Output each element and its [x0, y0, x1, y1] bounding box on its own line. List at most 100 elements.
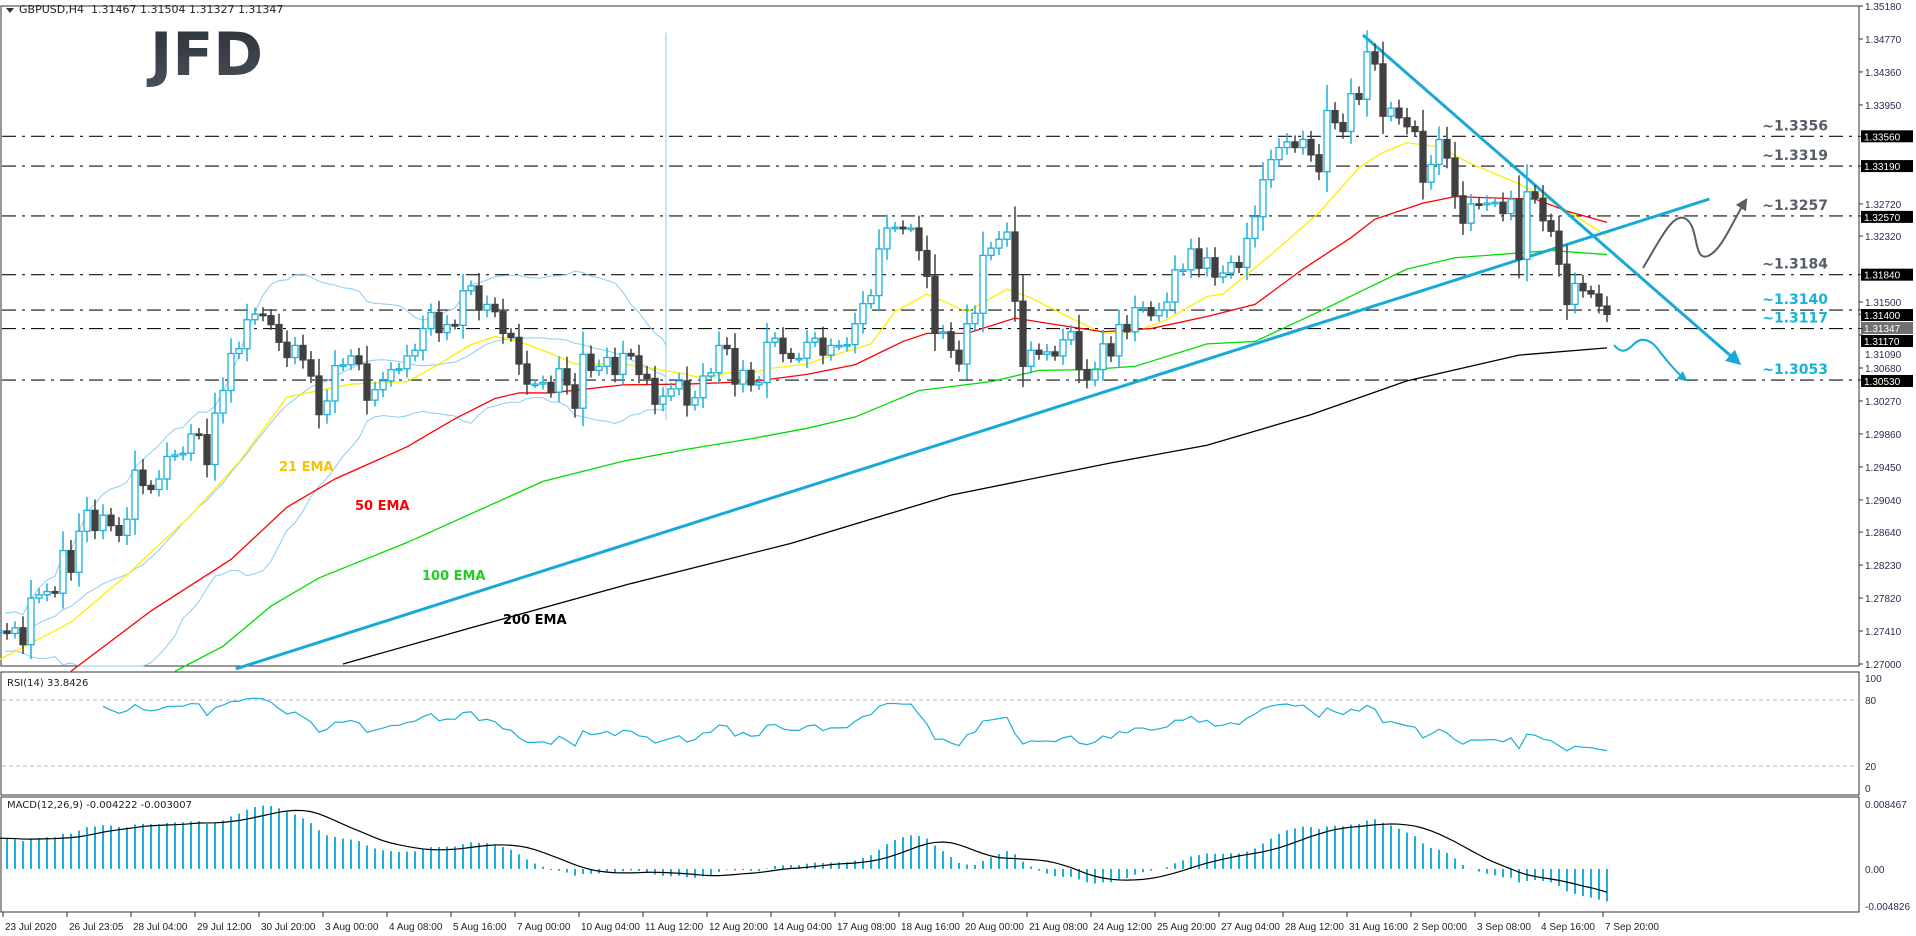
candle-body [899, 226, 907, 230]
candle [283, 330, 291, 367]
candle [1091, 361, 1099, 387]
candle-body [331, 364, 339, 402]
candle [1331, 102, 1339, 130]
candle [1363, 30, 1371, 117]
candle [243, 303, 251, 362]
candle [1083, 359, 1091, 389]
macd-signal-line [0, 809, 1608, 893]
current-price-box [1861, 322, 1913, 335]
candle [1387, 101, 1395, 122]
candle [1395, 99, 1403, 125]
candle [859, 291, 867, 334]
candle [3, 623, 11, 640]
price-tick-label: 1.27000 [1865, 660, 1902, 671]
candle [1355, 86, 1363, 106]
candle-body [683, 380, 691, 406]
candle [83, 496, 91, 543]
candle-body [1219, 272, 1227, 278]
candle [203, 418, 211, 478]
candle-body [907, 227, 915, 231]
candle [1507, 190, 1515, 221]
candle [1443, 126, 1451, 169]
candle [363, 345, 371, 415]
candle [107, 508, 115, 532]
candle [1555, 215, 1563, 277]
candle-body [259, 313, 267, 317]
ema-labels: 21 EMA 50 EMA 100 EMA 200 EMA [279, 460, 567, 628]
candle [1483, 195, 1491, 211]
candle-body [59, 549, 67, 594]
candle-body [715, 344, 723, 374]
ema-label: 21 EMA [279, 460, 334, 475]
candle [1139, 301, 1147, 313]
price-tick-label: 1.27820 [1865, 594, 1902, 605]
candle-body [507, 332, 515, 339]
candle-body [1531, 191, 1539, 199]
candle [1019, 275, 1027, 388]
price-level-box-label: 1.33560 [1864, 132, 1901, 143]
price-level-box-label: 1.31170 [1864, 337, 1900, 348]
time-tick-label: 23 Jul 2020 [5, 922, 57, 933]
price-axis[interactable]: 1.35180 1.34770 1.34360 1.33950 1.33560 1.331… [1859, 2, 1913, 671]
candle-body [803, 341, 811, 359]
candle [179, 446, 187, 461]
candle [147, 480, 155, 494]
candle-body [579, 353, 587, 409]
candle-body [947, 331, 955, 351]
candle-body [1355, 93, 1363, 100]
candle [819, 326, 827, 365]
candle [75, 513, 83, 587]
candle-body [379, 380, 387, 391]
candle-body [355, 355, 363, 365]
candle-body [1259, 179, 1267, 218]
candle-body [739, 369, 747, 385]
dropdown-triangle-icon[interactable] [6, 7, 14, 13]
candle-body [243, 319, 251, 350]
candle-body [171, 454, 179, 458]
candle-body [419, 327, 427, 351]
candle [371, 381, 379, 407]
time-tick-label: 12 Aug 20:00 [709, 922, 768, 933]
candle [1035, 343, 1043, 360]
macd-panel-frame [0, 796, 1860, 913]
level-label: ~1.3356 [1762, 118, 1828, 134]
time-axis[interactable]: 23 Jul 2020 26 Jul 23:05 28 Jul 04:00 29 Ju… [2, 912, 1659, 933]
candle-body [883, 227, 891, 250]
candle [1315, 144, 1323, 181]
candle [195, 428, 203, 440]
candle [1251, 205, 1259, 248]
candle [411, 343, 419, 362]
candle [1043, 343, 1051, 361]
ema-label: 50 EMA [355, 499, 410, 514]
candle-body [891, 226, 899, 230]
candle-body [195, 433, 203, 437]
candle [91, 499, 99, 540]
candle-body [1107, 343, 1115, 357]
price-tick-label: 1.35180 [1865, 2, 1902, 13]
candle [1579, 274, 1587, 298]
candle-body [99, 514, 107, 532]
candle [627, 348, 635, 360]
candle-body [1051, 351, 1059, 357]
candle-body [123, 518, 131, 536]
candle-body [1491, 201, 1499, 205]
candle-body [1475, 203, 1483, 207]
candle [691, 390, 699, 411]
ema-line-100ema [174, 249, 1608, 672]
candle-body [1011, 231, 1019, 302]
ema-label: 200 EMA [503, 613, 567, 628]
candle-body [491, 303, 499, 313]
candle-body [1363, 51, 1371, 100]
time-tick-label: 7 Aug 00:00 [517, 922, 571, 933]
candle-body [91, 509, 99, 532]
price-level-box-label: 1.30530 [1864, 377, 1901, 388]
candle-body [931, 275, 939, 335]
candle [155, 470, 163, 497]
candle [899, 220, 907, 235]
candle-body [563, 368, 571, 386]
candle-body [1139, 307, 1147, 310]
candle [507, 328, 515, 342]
ema-line-200ema [342, 347, 1608, 665]
candle [51, 586, 59, 598]
